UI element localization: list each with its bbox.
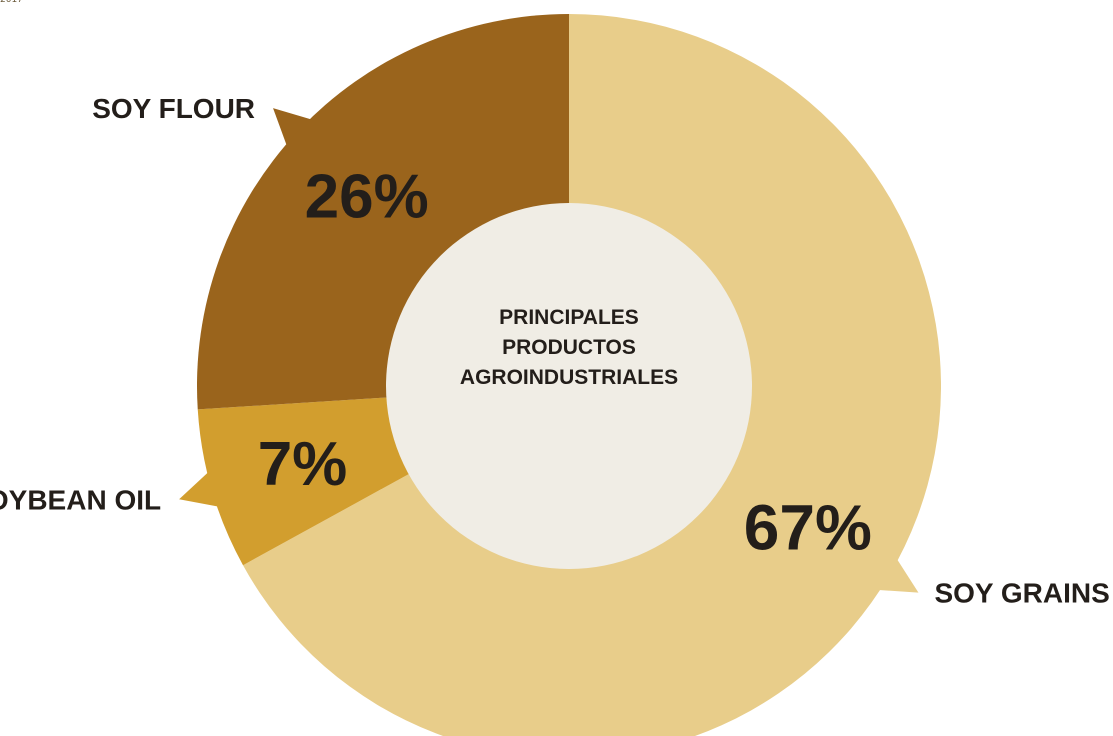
center-disc xyxy=(386,203,752,569)
category-label-soybean-oil: SOYBEAN OIL xyxy=(0,484,161,515)
center-label-line: PRINCIPALES xyxy=(499,306,639,329)
value-label-soy-grains: 67% xyxy=(744,492,872,564)
center-label: PRINCIPALES PRODUCTOS AGROINDUSTRIALES xyxy=(460,306,678,389)
value-label-soybean-oil: 7% xyxy=(258,430,348,499)
pointer-soy-flour xyxy=(273,108,317,151)
center-label-line: AGROINDUSTRIALES xyxy=(460,366,678,389)
center-label-line: PRODUCTOS xyxy=(502,336,636,359)
category-label-soy-grains: SOY GRAINS xyxy=(934,578,1109,609)
value-label-soy-flour: 26% xyxy=(305,163,429,232)
corner-note: 2017 xyxy=(0,0,23,5)
category-label-soy-flour: SOY FLOUR xyxy=(92,93,255,124)
